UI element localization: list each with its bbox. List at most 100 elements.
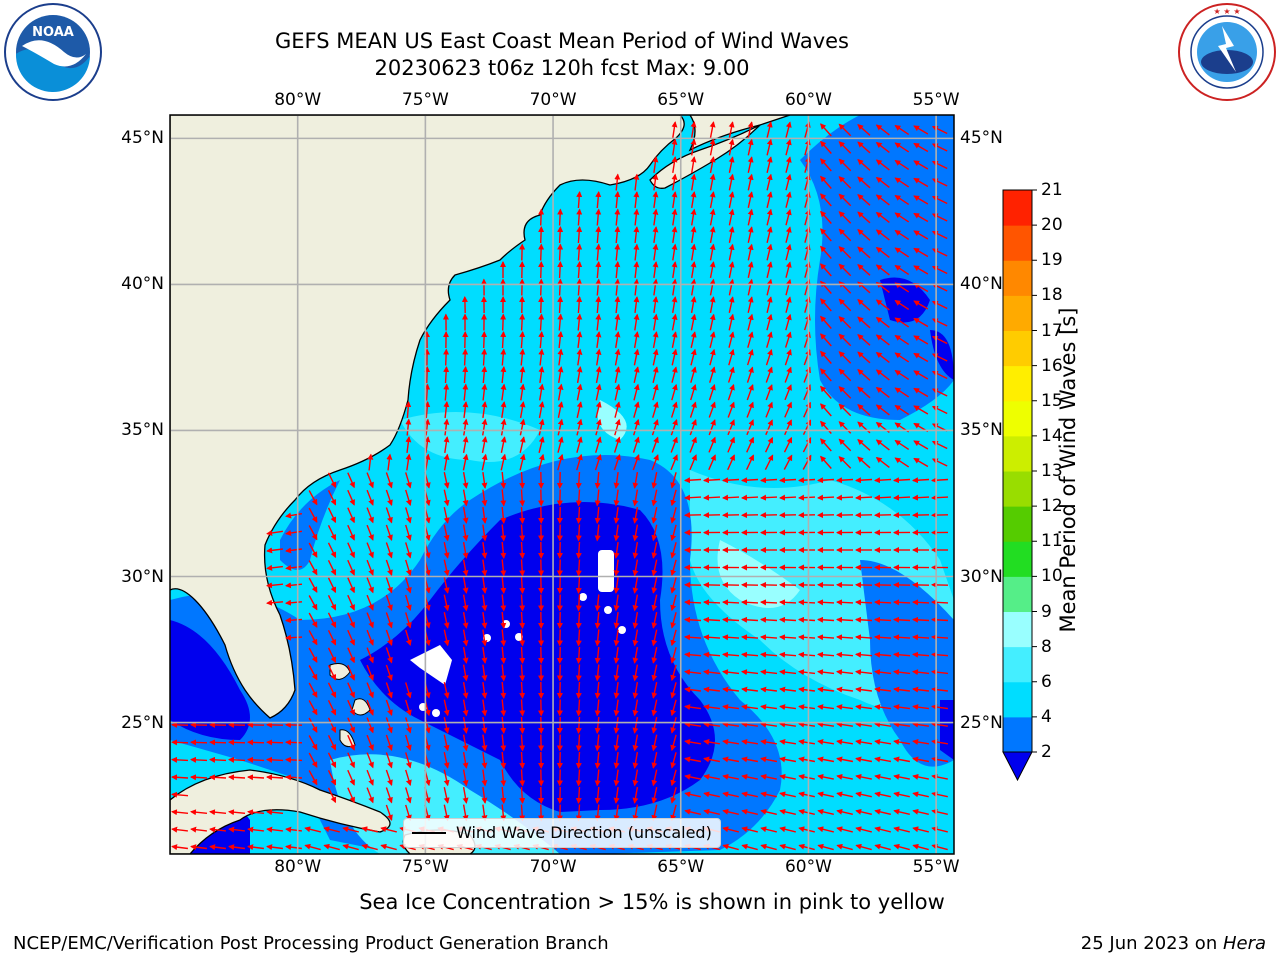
wind-wave-arrow	[747, 121, 754, 138]
wind-wave-arrow	[462, 699, 469, 717]
wind-wave-arrow	[500, 541, 507, 559]
wind-wave-arrow	[820, 280, 832, 294]
wind-wave-arrow	[931, 773, 948, 780]
wind-wave-arrow	[670, 401, 678, 418]
wind-wave-arrow	[576, 261, 583, 279]
wind-wave-arrow	[632, 454, 640, 471]
wind-wave-arrow	[651, 577, 658, 594]
wind-wave-arrow	[893, 477, 911, 484]
wind-wave-arrow	[500, 383, 507, 401]
wind-wave-arrow	[836, 704, 853, 711]
wind-wave-arrow	[575, 734, 582, 752]
wind-wave-arrow	[817, 773, 834, 780]
wind-wave-arrow	[385, 682, 393, 699]
period-zone-8-9	[717, 540, 800, 608]
wind-wave-arrow	[538, 453, 545, 471]
wind-wave-arrow	[709, 191, 716, 209]
wind-wave-arrow	[766, 191, 773, 208]
wind-wave-arrow	[727, 383, 735, 401]
wind-wave-arrow	[171, 791, 189, 798]
wind-wave-arrow	[760, 721, 778, 728]
wind-wave-arrow	[820, 368, 832, 382]
wind-wave-arrow	[266, 599, 284, 606]
wind-wave-arrow	[703, 791, 720, 798]
wind-wave-arrow	[728, 208, 735, 226]
wind-wave-arrow	[519, 366, 526, 383]
wind-wave-arrow	[462, 453, 469, 471]
wind-wave-arrow	[614, 278, 621, 296]
wind-wave-arrow	[722, 704, 739, 711]
wind-wave-arrow	[838, 351, 852, 364]
wind-wave-arrow	[709, 348, 716, 366]
wind-wave-arrow	[462, 734, 469, 752]
wind-wave-arrow	[443, 507, 450, 524]
wind-wave-arrow	[747, 138, 754, 156]
wind-wave-arrow	[247, 826, 264, 833]
wind-wave-arrow	[703, 773, 720, 780]
wind-wave-arrow	[594, 611, 601, 629]
wind-wave-arrow	[651, 629, 658, 647]
wind-wave-arrow	[746, 366, 754, 383]
wind-wave-arrow	[443, 524, 450, 542]
wind-wave-arrow	[709, 173, 716, 191]
wind-wave-arrow	[575, 541, 582, 559]
wind-wave-arrow	[424, 418, 431, 436]
wind-wave-arrow	[424, 401, 431, 419]
wind-wave-arrow	[817, 756, 835, 763]
wind-wave-arrow	[838, 438, 852, 452]
wind-wave-arrow	[613, 699, 620, 717]
wind-wave-arrow	[228, 826, 245, 833]
wind-wave-arrow	[405, 787, 412, 804]
wind-wave-arrow	[538, 296, 545, 314]
wind-wave-arrow	[670, 682, 677, 699]
wind-wave-arrow	[614, 208, 621, 226]
wind-wave-arrow	[690, 243, 697, 261]
wind-wave-arrow	[874, 651, 892, 658]
wind-wave-arrow	[576, 191, 583, 209]
wind-wave-arrow	[875, 299, 890, 311]
wind-wave-arrow	[912, 791, 929, 798]
wind-wave-arrow	[893, 634, 911, 641]
wind-wave-arrow	[798, 634, 816, 641]
wind-wave-arrow	[741, 721, 759, 728]
wind-wave-arrow	[783, 454, 793, 470]
wind-wave-arrow	[760, 669, 778, 676]
wind-wave-arrow	[709, 226, 716, 244]
wind-wave-arrow	[595, 348, 602, 366]
wind-wave-arrow	[614, 296, 621, 314]
wind-wave-arrow	[893, 791, 910, 798]
wind-wave-arrow	[670, 454, 678, 471]
wind-wave-arrow	[722, 756, 740, 763]
wind-wave-arrow	[703, 599, 721, 606]
wind-wave-arrow	[632, 769, 639, 787]
wind-wave-arrow	[613, 717, 620, 734]
wind-wave-arrow	[405, 717, 412, 734]
wind-wave-arrow	[728, 331, 735, 348]
wind-wave-arrow	[760, 756, 778, 763]
wind-wave-arrow	[557, 383, 564, 401]
wind-wave-arrow	[779, 651, 797, 658]
wind-wave-arrow	[689, 401, 697, 418]
wind-wave-arrow	[875, 456, 890, 468]
wind-wave-arrow	[703, 616, 721, 623]
wind-wave-arrow	[931, 265, 948, 275]
wind-wave-arrow	[632, 681, 639, 699]
wind-wave-arrow	[614, 418, 621, 436]
wind-wave-arrow	[500, 436, 507, 453]
wind-wave-arrow	[836, 494, 854, 501]
wind-wave-arrow	[347, 769, 355, 786]
wind-wave-arrow	[171, 756, 189, 763]
wind-wave-arrow	[931, 248, 948, 257]
wind-wave-arrow	[538, 418, 545, 436]
wind-wave-arrow	[690, 331, 697, 348]
wind-wave-arrow	[633, 278, 640, 296]
wind-wave-arrow	[327, 629, 337, 646]
map-subtitle: 20230623 t06z 120h fcst Max: 9.00	[374, 56, 750, 80]
wind-wave-arrow	[690, 278, 697, 296]
wind-wave-arrow	[766, 296, 773, 313]
wind-wave-arrow	[285, 774, 303, 781]
wind-wave-arrow	[894, 457, 910, 468]
wind-wave-arrow	[784, 419, 792, 436]
wind-wave-arrow	[481, 699, 488, 717]
wind-wave-arrow	[670, 489, 677, 507]
